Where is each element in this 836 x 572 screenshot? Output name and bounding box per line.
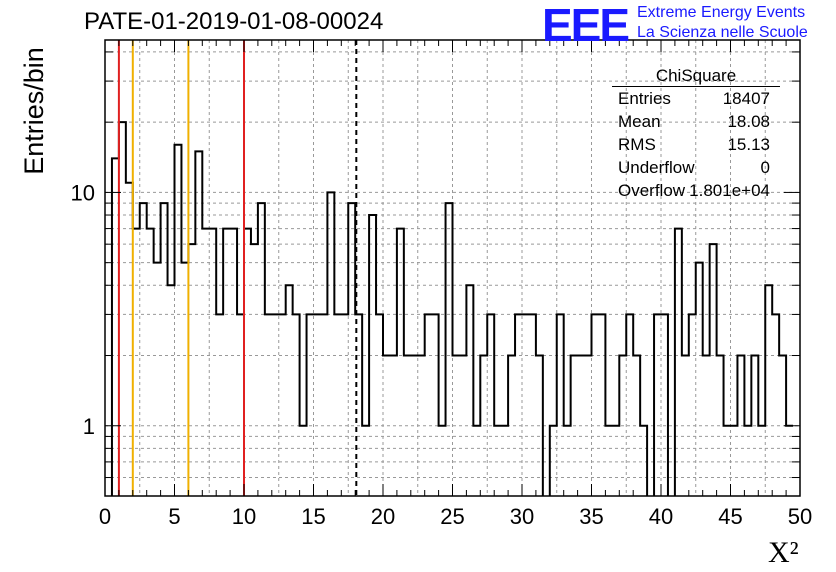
stats-key: Underflow (618, 158, 695, 177)
y-tick-label: 1 (83, 414, 95, 439)
stats-title: ChiSquare (612, 66, 780, 87)
stats-value: 0 (760, 158, 770, 177)
y-axis-label: Entries/bin (19, 47, 49, 175)
y-tick-label: 10 (71, 180, 95, 205)
stats-row-overflow: Overflow 1.801e+04 (612, 181, 780, 204)
x-tick-label: 0 (99, 504, 111, 529)
x-tick-label: 10 (232, 504, 256, 529)
x-tick-label: 50 (788, 504, 812, 529)
x-tick-label: 35 (579, 504, 603, 529)
stats-row-entries: Entries 18407 (612, 89, 780, 112)
histogram-series (110, 121, 794, 496)
x-tick-label: 40 (649, 504, 673, 529)
stats-row-mean: Mean 18.08 (612, 112, 780, 135)
stats-key: Mean (618, 112, 661, 131)
x-tick-label: 20 (371, 504, 395, 529)
stats-value: 1.801e+04 (689, 181, 770, 200)
stats-key: Overflow (618, 181, 686, 200)
stats-value: 15.13 (727, 135, 770, 154)
x-tick-label: 30 (510, 504, 534, 529)
stats-box: ChiSquare Entries 18407 Mean 18.08 RMS 1… (612, 66, 780, 204)
logo-line-2: La Scienza nelle Scuole (637, 24, 808, 41)
x-tick-label: 15 (301, 504, 325, 529)
chart-title: PATE-01-2019-01-08-00024 (84, 8, 384, 35)
x-tick-label: 5 (168, 504, 180, 529)
stats-key: RMS (618, 135, 656, 154)
stats-value: 18407 (722, 89, 770, 108)
x-axis-label: X² (768, 536, 799, 569)
eee-logo: EEE (542, 0, 630, 51)
stats-value: 18.08 (727, 112, 770, 131)
stats-row-rms: RMS 15.13 (612, 135, 780, 158)
stats-key: Entries (618, 89, 671, 108)
logo-line-1: Extreme Energy Events (637, 4, 806, 21)
x-tick-label: 25 (440, 504, 464, 529)
stats-row-underflow: Underflow 0 (612, 158, 780, 181)
x-tick-label: 45 (718, 504, 742, 529)
